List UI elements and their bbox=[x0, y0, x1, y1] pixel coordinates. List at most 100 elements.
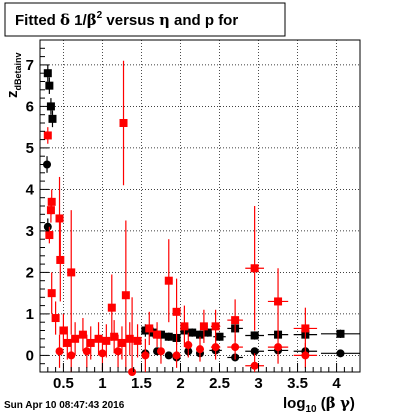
title-part-versus: versus bbox=[102, 12, 159, 29]
x-axis-label-subscript: 10 bbox=[306, 404, 318, 414]
x-axis-label-log: log bbox=[283, 395, 306, 412]
plot-frame bbox=[39, 39, 361, 373]
marker-0-9 bbox=[215, 332, 224, 341]
grid bbox=[40, 40, 360, 372]
timestamp: Sun Apr 10 08:47:43 2016 bbox=[4, 400, 125, 411]
marker-3-6 bbox=[211, 343, 220, 352]
x-tick-label-2: 1.5 bbox=[131, 375, 152, 392]
x-axis-label-rest: ( bbox=[317, 395, 326, 412]
marker-2-17 bbox=[47, 289, 56, 298]
marker-1-2 bbox=[164, 351, 173, 360]
series-3 bbox=[55, 297, 318, 376]
marker-2-7 bbox=[164, 276, 173, 285]
marker-0-8 bbox=[203, 328, 212, 337]
title-beta-glyph: β bbox=[87, 11, 97, 29]
y-tick-label-1: 1 bbox=[26, 306, 34, 323]
y-axis-label-z: z bbox=[4, 91, 21, 99]
marker-0-14 bbox=[336, 329, 345, 338]
marker-2-11 bbox=[199, 322, 208, 331]
title-part-one-over-beta: 1/ bbox=[70, 12, 88, 29]
marker-2-12 bbox=[211, 322, 220, 331]
marker-0-6 bbox=[188, 328, 197, 337]
x-tick-label-0: 0.5 bbox=[53, 375, 74, 392]
marker-2-8 bbox=[172, 307, 181, 316]
y-tick-label-5: 5 bbox=[26, 140, 34, 157]
series-layer bbox=[43, 60, 360, 376]
marker-2-19 bbox=[59, 326, 68, 335]
marker-0-11 bbox=[250, 331, 259, 340]
marker-2-20 bbox=[63, 338, 72, 347]
marker-2-5 bbox=[119, 119, 128, 127]
marker-3-1 bbox=[141, 351, 150, 360]
marker-0-15 bbox=[43, 69, 52, 78]
title-delta-glyph: δ bbox=[60, 11, 70, 29]
x-tick-label-1: 1 bbox=[98, 375, 106, 392]
y-axis-label: zdBetainv bbox=[4, 52, 23, 98]
chart-title: Fitted δ 1/β2 versus η and p for bbox=[15, 10, 238, 29]
marker-2-24 bbox=[94, 334, 103, 343]
marker-2-0 bbox=[47, 197, 56, 206]
marker-3-8 bbox=[250, 361, 259, 370]
x-axis-label-gamma: γ bbox=[340, 394, 350, 412]
marker-2-26 bbox=[110, 332, 119, 341]
y-tick-label-6: 6 bbox=[26, 98, 34, 115]
x-tick-label-4: 2.5 bbox=[209, 375, 230, 392]
marker-3-9 bbox=[274, 343, 283, 352]
marker-0-7 bbox=[196, 330, 204, 339]
axes: 0.5 1 1.5 2 2.5 3 3.5 4 0 1 2 3 4 5 6 7 bbox=[26, 39, 361, 392]
title-part-fitted: Fitted bbox=[15, 12, 60, 29]
marker-2-30 bbox=[145, 324, 154, 333]
x-axis-label-close: ) bbox=[350, 395, 355, 412]
y-tick-label-0: 0 bbox=[26, 347, 34, 364]
x-axis-label: log10 (β γ) bbox=[283, 394, 355, 414]
x-tick-label-3: 2 bbox=[176, 375, 184, 392]
marker-2-16 bbox=[301, 324, 310, 333]
marker-2-23 bbox=[86, 338, 95, 347]
y-tick-label-3: 3 bbox=[26, 223, 34, 240]
marker-3-7 bbox=[231, 343, 240, 352]
marker-0-16 bbox=[45, 81, 54, 90]
series-2 bbox=[43, 60, 318, 370]
marker-2-14 bbox=[250, 264, 259, 273]
marker-3-12 bbox=[67, 351, 76, 360]
marker-1-8 bbox=[250, 347, 259, 356]
marker-2-28 bbox=[125, 334, 134, 343]
marker-2-31 bbox=[153, 330, 162, 339]
title-eta-glyph: η bbox=[159, 11, 170, 29]
marker-3-14 bbox=[98, 349, 107, 358]
y-tick-label-4: 4 bbox=[26, 181, 35, 198]
marker-2-1 bbox=[46, 206, 55, 215]
title-box bbox=[4, 2, 286, 37]
marker-0-3 bbox=[164, 332, 173, 341]
marker-3-4 bbox=[184, 341, 193, 350]
marker-2-22 bbox=[78, 330, 87, 339]
marker-2-21 bbox=[71, 334, 80, 343]
marker-3-2 bbox=[156, 347, 165, 356]
marker-2-13 bbox=[231, 316, 240, 325]
marker-0-17 bbox=[46, 102, 55, 111]
marker-3-3 bbox=[172, 351, 181, 360]
marker-2-15 bbox=[274, 297, 283, 306]
marker-3-11 bbox=[55, 347, 64, 356]
title-exponent: 2 bbox=[97, 10, 103, 21]
marker-1-13 bbox=[43, 222, 52, 231]
marker-3-13 bbox=[82, 347, 91, 356]
marker-2-9 bbox=[107, 303, 116, 312]
marker-3-15 bbox=[114, 347, 123, 356]
x-tick-label-6: 3.5 bbox=[287, 375, 308, 392]
marker-1-11 bbox=[336, 349, 345, 358]
x-tick-label-7: 4 bbox=[332, 375, 341, 392]
marker-2-29 bbox=[133, 336, 142, 345]
marker-2-25 bbox=[102, 336, 111, 345]
x-axis-label-beta: β bbox=[326, 394, 336, 412]
marker-2-18 bbox=[51, 314, 60, 323]
marker-3-10 bbox=[301, 351, 310, 360]
marker-2-32 bbox=[43, 131, 52, 140]
title-part-and-p-for: and p for bbox=[170, 12, 238, 29]
marker-3-5 bbox=[196, 345, 204, 354]
marker-2-10 bbox=[180, 322, 189, 331]
marker-2-4 bbox=[67, 268, 76, 277]
y-tick-label-7: 7 bbox=[26, 57, 34, 74]
marker-2-6 bbox=[121, 291, 130, 300]
